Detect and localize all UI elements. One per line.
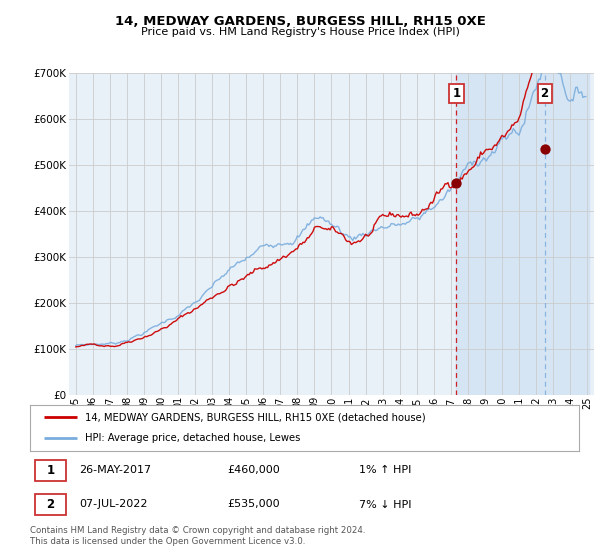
Text: 1: 1: [452, 87, 461, 100]
Text: 2: 2: [47, 498, 55, 511]
Bar: [457, 73, 589, 395]
Text: £535,000: £535,000: [227, 500, 280, 510]
FancyBboxPatch shape: [35, 494, 65, 515]
Text: 7% ↓ HPI: 7% ↓ HPI: [359, 500, 412, 510]
Text: Price paid vs. HM Land Registry's House Price Index (HPI): Price paid vs. HM Land Registry's House …: [140, 27, 460, 37]
Text: 1% ↑ HPI: 1% ↑ HPI: [359, 465, 412, 475]
Text: 07-JUL-2022: 07-JUL-2022: [79, 500, 148, 510]
Text: 14, MEDWAY GARDENS, BURGESS HILL, RH15 0XE (detached house): 14, MEDWAY GARDENS, BURGESS HILL, RH15 0…: [85, 412, 425, 422]
Text: HPI: Average price, detached house, Lewes: HPI: Average price, detached house, Lewe…: [85, 433, 300, 444]
Text: £460,000: £460,000: [227, 465, 280, 475]
Text: 1: 1: [47, 464, 55, 477]
FancyBboxPatch shape: [35, 460, 65, 480]
Text: Contains HM Land Registry data © Crown copyright and database right 2024.
This d: Contains HM Land Registry data © Crown c…: [30, 526, 365, 546]
Point: [452, 179, 461, 188]
Text: 14, MEDWAY GARDENS, BURGESS HILL, RH15 0XE: 14, MEDWAY GARDENS, BURGESS HILL, RH15 0…: [115, 15, 485, 27]
Text: 26-MAY-2017: 26-MAY-2017: [79, 465, 152, 475]
Text: 2: 2: [541, 87, 548, 100]
Point: [540, 144, 550, 153]
